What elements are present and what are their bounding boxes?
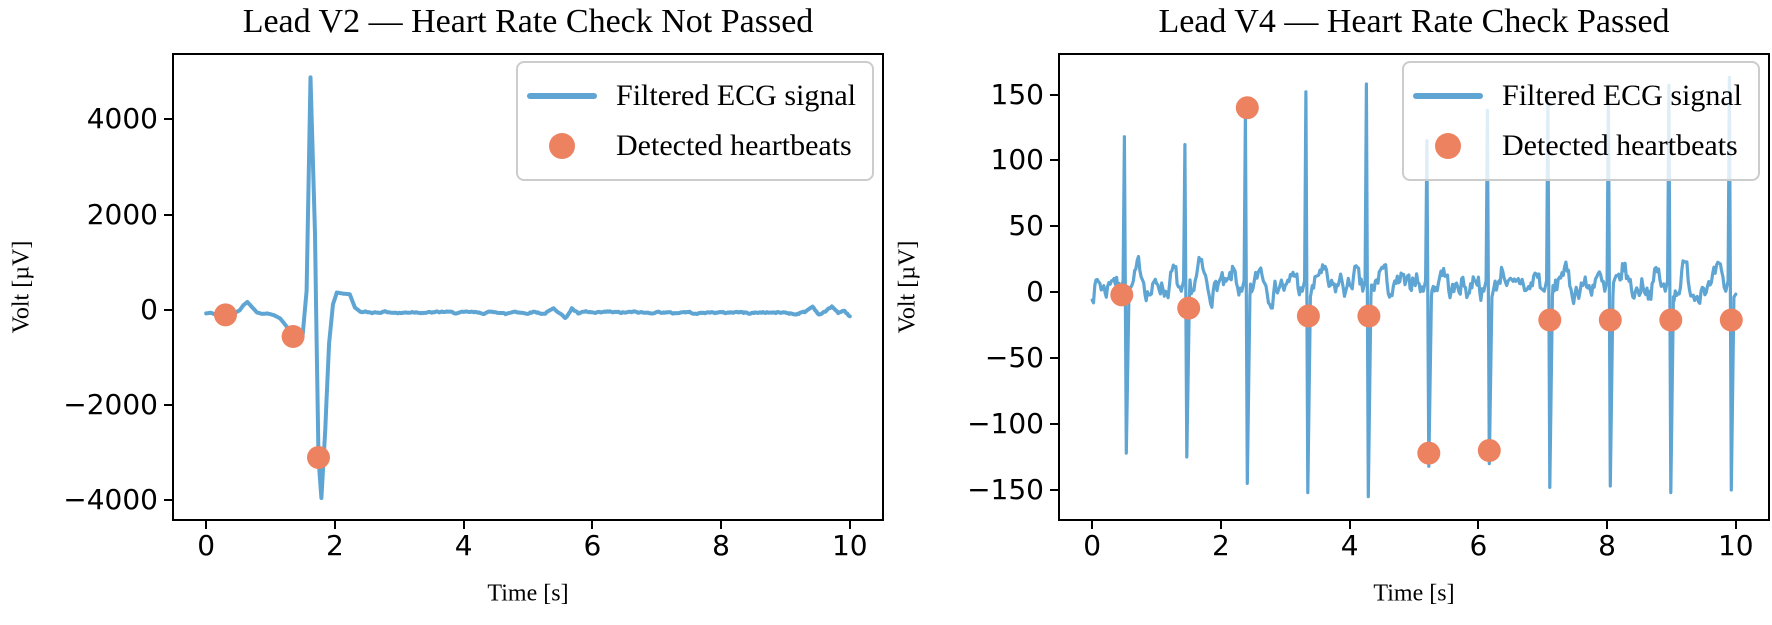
legend-marker-swatch	[1412, 133, 1484, 159]
x-tick-mark	[1734, 521, 1737, 529]
legend-label-heartbeats: Detected heartbeats	[1502, 129, 1738, 162]
y-tick-label: 4000	[86, 102, 158, 136]
heartbeat-marker	[1598, 308, 1622, 332]
y-tick-label: −4000	[63, 483, 158, 517]
legend-entry-signal: Filtered ECG signal	[1412, 71, 1742, 121]
legend-entry-signal: Filtered ECG signal	[526, 71, 856, 121]
x-tick-mark	[720, 521, 723, 529]
heartbeat-marker	[1659, 308, 1683, 332]
heartbeat-marker	[1177, 296, 1201, 320]
x-tick-mark	[1091, 521, 1094, 529]
y-tick-mark	[1050, 159, 1058, 162]
y-tick-label: 0	[140, 292, 158, 326]
heartbeat-marker	[214, 303, 237, 327]
y-tick-label: −100	[967, 407, 1044, 441]
plot-canvas-v2	[204, 75, 852, 500]
x-tick-label: 10	[831, 529, 868, 562]
x-tick-mark	[333, 521, 336, 529]
x-tick-mark	[1219, 521, 1222, 529]
x-tick-label: 8	[712, 529, 730, 562]
heartbeat-marker	[307, 446, 330, 469]
legend-marker-swatch	[526, 133, 598, 159]
legend-entry-heartbeats: Detected heartbeats	[1412, 121, 1742, 171]
x-tick-mark	[462, 521, 465, 529]
legend-v4: Filtered ECG signal Detected heartbeats	[1402, 61, 1760, 181]
x-tick-label: 2	[325, 529, 344, 562]
y-tick-label: −2000	[63, 388, 158, 422]
plot-canvas-v4	[1090, 75, 1743, 499]
heartbeat-marker	[1477, 439, 1501, 462]
y-tick-mark	[164, 213, 172, 216]
x-tick-mark	[848, 521, 851, 529]
legend-label-signal: Filtered ECG signal	[1502, 79, 1742, 112]
x-tick-mark	[1477, 521, 1480, 529]
legend-label-heartbeats: Detected heartbeats	[616, 129, 852, 162]
x-tick-label: 0	[197, 529, 216, 562]
x-axis-label-v4: Time [s]	[1373, 580, 1455, 607]
x-tick-label: 4	[454, 529, 473, 562]
heartbeat-marker	[1538, 308, 1562, 332]
heartbeat-marker	[1357, 304, 1381, 328]
heartbeat-marker	[281, 325, 305, 348]
y-tick-mark	[1050, 225, 1058, 228]
y-tick-label: 2000	[86, 197, 158, 231]
panel-lead-v4: Lead V4 — Heart Rate Check Passed Volt […	[886, 0, 1772, 625]
legend-label-signal: Filtered ECG signal	[616, 79, 856, 112]
heartbeat-marker	[1110, 283, 1134, 307]
x-tick-mark	[1606, 521, 1609, 529]
y-tick-mark	[164, 308, 172, 311]
y-tick-label: 0	[1026, 275, 1044, 309]
heartbeat-marker	[1296, 304, 1320, 328]
y-tick-mark	[164, 118, 172, 121]
x-tick-label: 4	[1340, 529, 1359, 562]
x-axis-label-v2: Time [s]	[487, 580, 569, 607]
heartbeat-marker	[1417, 441, 1441, 465]
ecg-signal-line	[1090, 75, 1738, 499]
x-tick-label: 0	[1083, 529, 1102, 562]
x-tick-label: 8	[1598, 529, 1616, 562]
x-tick-mark	[1348, 521, 1351, 529]
y-tick-label: −150	[967, 473, 1044, 506]
y-tick-mark	[1050, 357, 1058, 360]
x-tick-label: 6	[1469, 529, 1488, 562]
x-tick-label: 2	[1211, 529, 1230, 562]
chart-title-v2: Lead V2 — Heart Rate Check Not Passed	[242, 3, 814, 40]
legend-line-swatch	[526, 93, 598, 99]
y-tick-mark	[164, 499, 172, 502]
x-tick-label: 6	[583, 529, 602, 562]
legend-v2: Filtered ECG signal Detected heartbeats	[516, 61, 874, 181]
x-tick-label: 10	[1717, 529, 1754, 562]
panel-lead-v2: Lead V2 — Heart Rate Check Not Passed Vo…	[9, 3, 884, 607]
y-tick-label: −50	[984, 341, 1044, 375]
y-tick-mark	[1050, 489, 1058, 491]
heartbeat-marker	[1719, 308, 1743, 332]
y-tick-label: 50	[1008, 209, 1044, 243]
plot-area-v2: Filtered ECG signal Detected heartbeats	[172, 53, 884, 521]
x-tick-mark	[591, 521, 594, 529]
legend-entry-heartbeats: Detected heartbeats	[526, 121, 856, 171]
y-tick-label: 100	[990, 143, 1044, 177]
ecg-signal-line	[204, 75, 852, 500]
heartbeat-marker	[1235, 96, 1259, 120]
x-tick-mark	[205, 521, 208, 529]
plot-area-v4: Filtered ECG signal Detected heartbeats	[1058, 53, 1770, 521]
y-tick-mark	[1050, 291, 1058, 294]
y-tick-label: 150	[990, 77, 1044, 111]
chart-title-v4: Lead V4 — Heart Rate Check Passed	[1158, 3, 1670, 40]
legend-line-swatch	[1412, 93, 1484, 99]
y-tick-mark	[1050, 93, 1058, 96]
y-tick-mark	[1050, 423, 1058, 426]
y-tick-mark	[164, 404, 172, 407]
